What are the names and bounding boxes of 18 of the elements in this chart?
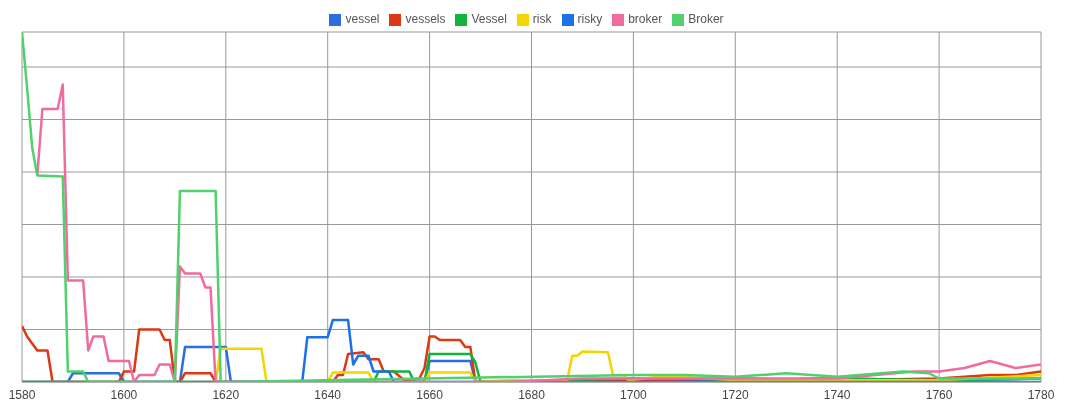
x-tick-label: 1580	[8, 387, 36, 402]
x-tick-label: 1680	[518, 387, 546, 402]
x-tick-label: 1740	[823, 387, 851, 402]
x-tick-label: 1780	[1027, 387, 1055, 402]
legend-label: Broker	[688, 12, 724, 26]
legend-label: broker	[628, 12, 663, 26]
x-tick-label: 1760	[925, 387, 953, 402]
legend-label: risky	[577, 12, 603, 26]
legend-label: vessels	[405, 12, 446, 26]
x-tick-label: 1700	[620, 387, 648, 402]
x-tick-label: 1660	[416, 387, 444, 402]
legend-label: risk	[532, 12, 552, 26]
x-tick-label: 1720	[721, 387, 749, 402]
legend-label: vessel	[345, 12, 380, 26]
x-tick-label: 1620	[212, 387, 240, 402]
legend-label: Vessel	[471, 12, 507, 26]
x-tick-label: 1600	[110, 387, 138, 402]
x-tick-label: 1640	[314, 387, 342, 402]
